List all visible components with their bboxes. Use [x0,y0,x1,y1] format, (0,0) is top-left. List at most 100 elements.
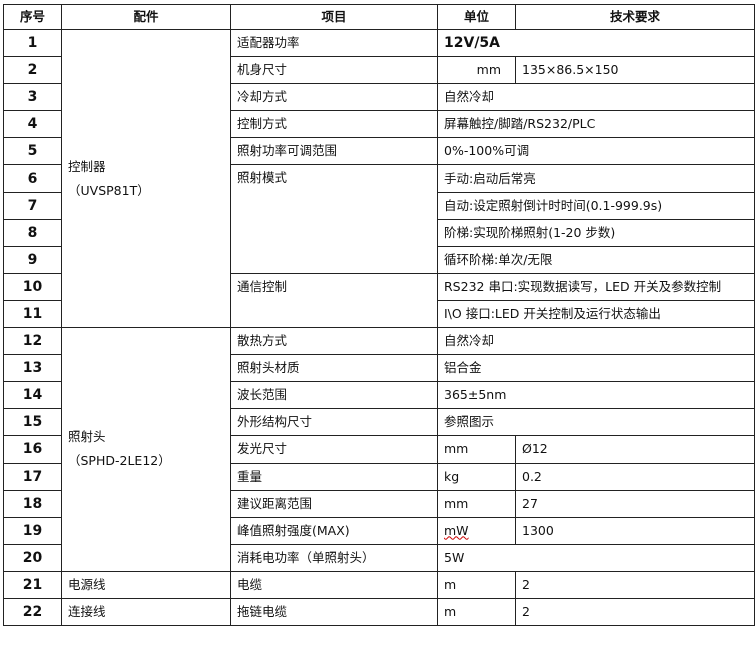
table-row: 11 I\O 接口:LED 开关控制及运行状态输出 [3,299,755,329]
unit: mm [437,435,516,464]
row-no: 17 [3,462,62,491]
header-no: 序号 [3,4,62,30]
row-no: 10 [3,272,62,301]
table-row: 1 控制器 （UVSP81T） 适配器功率 12V/5A [3,28,755,329]
spec: 5W [437,543,755,572]
item: 波长范围 [230,381,438,410]
spec: 自然冷却 [437,327,755,356]
row-no: 21 [3,570,62,599]
spec: 阶梯:实现阶梯照射(1-20 步数) [437,218,755,247]
table-row: 10 通信控制 RS232 串口:实现数据读写，LED 开关及参数控制 [3,272,755,329]
item: 重量 [230,462,438,491]
row-no: 5 [3,137,62,166]
row-no: 22 [3,597,62,627]
item: 峰值照射强度(MAX) [230,516,438,545]
item: 机身尺寸 [230,56,438,85]
spec: 铝合金 [437,354,755,383]
header-unit: 单位 [437,4,516,30]
spec: 0.2 [515,462,755,491]
row-no: 16 [3,435,62,464]
table-row: 8 阶梯:实现阶梯照射(1-20 步数) [3,218,755,247]
row-no: 7 [3,191,62,220]
item: 电缆 [230,570,438,599]
table-row: 21 电源线 电缆 m 2 [3,570,755,599]
table-row: 22 连接线 拖链电缆 m 2 [3,597,755,627]
item: 适配器功率 [230,28,438,58]
header-spec: 技术要求 [515,4,755,30]
table-row: 3 冷却方式 自然冷却 [3,83,755,112]
row-no: 18 [3,489,62,518]
spec: 135×86.5×150 [515,56,755,85]
row-no: 14 [3,381,62,410]
item: 照射功率可调范围 [230,137,438,166]
item: 拖链电缆 [230,597,438,627]
row-no: 4 [3,110,62,139]
row-no: 3 [3,83,62,112]
row-no: 12 [3,327,62,356]
row-no: 9 [3,245,62,274]
part-model: （SPHD-2LE12） [68,453,171,469]
header-part: 配件 [61,4,231,30]
unit: kg [437,462,516,491]
item: 冷却方式 [230,83,438,112]
row-no: 15 [3,408,62,437]
spec: 12V/5A [437,28,755,58]
table-row: 5 照射功率可调范围 0%-100%可调 [3,137,755,166]
unit: m [437,570,516,599]
spec: 27 [515,489,755,518]
table-row: 17 重量 kg 0.2 [3,462,755,491]
table-row: 13 照射头材质 铝合金 [3,354,755,383]
part-name: 控制器 [68,158,106,174]
spec: 0%-100%可调 [437,137,755,166]
unit: mm [437,56,516,85]
row-no: 1 [3,28,62,58]
spec: I\O 接口:LED 开关控制及运行状态输出 [437,299,755,329]
part-controller: 控制器 （UVSP81T） [61,28,231,329]
table-row: 9 循环阶梯:单次/无限 [3,245,755,274]
spec-table: 序号 配件 项目 单位 技术要求 1 控制器 （UVSP81T） 适配器功率 12… [3,4,755,627]
item: 建议距离范围 [230,489,438,518]
spec: 手动:启动后常亮 [437,164,755,193]
row-no: 2 [3,56,62,85]
part-power-cable: 电源线 [61,570,231,599]
row-no: 19 [3,516,62,545]
item: 消耗电功率（单照射头） [230,543,438,572]
spec: 屏幕触控/脚踏/RS232/PLC [437,110,755,139]
unit-text: mW [444,522,469,538]
row-no: 6 [3,164,62,193]
spec: 365±5nm [437,381,755,410]
row-no: 11 [3,299,62,329]
spec: 2 [515,570,755,599]
header-item: 项目 [230,4,438,30]
item: 外形结构尺寸 [230,408,438,437]
item: 通信控制 [230,272,438,329]
spec: 2 [515,597,755,627]
spec: 自动:设定照射倒计时时间(0.1-999.9s) [437,191,755,220]
spec: 1300 [515,516,755,545]
part-name: 照射头 [68,429,106,445]
spec: 循环阶梯:单次/无限 [437,245,755,274]
part-connect-cable: 连接线 [61,597,231,627]
row-no: 20 [3,543,62,572]
table-row: 12 照射头 （SPHD-2LE12） 散热方式 自然冷却 [3,327,755,572]
spec: 参照图示 [437,408,755,437]
table-row: 15 外形结构尺寸 参照图示 [3,408,755,437]
table-row: 20 消耗电功率（单照射头） 5W [3,543,755,572]
table-row: 16 发光尺寸 mm Ø12 [3,435,755,464]
unit: m [437,597,516,627]
row-no: 8 [3,218,62,247]
row-no: 13 [3,354,62,383]
spec: Ø12 [515,435,755,464]
item: 发光尺寸 [230,435,438,464]
item: 散热方式 [230,327,438,356]
spec: RS232 串口:实现数据读写，LED 开关及参数控制 [437,272,755,301]
header-row: 序号 配件 项目 单位 技术要求 [3,4,755,30]
item: 控制方式 [230,110,438,139]
item: 照射头材质 [230,354,438,383]
item: 照射模式 [230,164,438,274]
unit: mm [437,489,516,518]
spec: 自然冷却 [437,83,755,112]
unit: mW [437,516,516,545]
part-head: 照射头 （SPHD-2LE12） [61,327,231,572]
part-model: （UVSP81T） [68,182,150,198]
